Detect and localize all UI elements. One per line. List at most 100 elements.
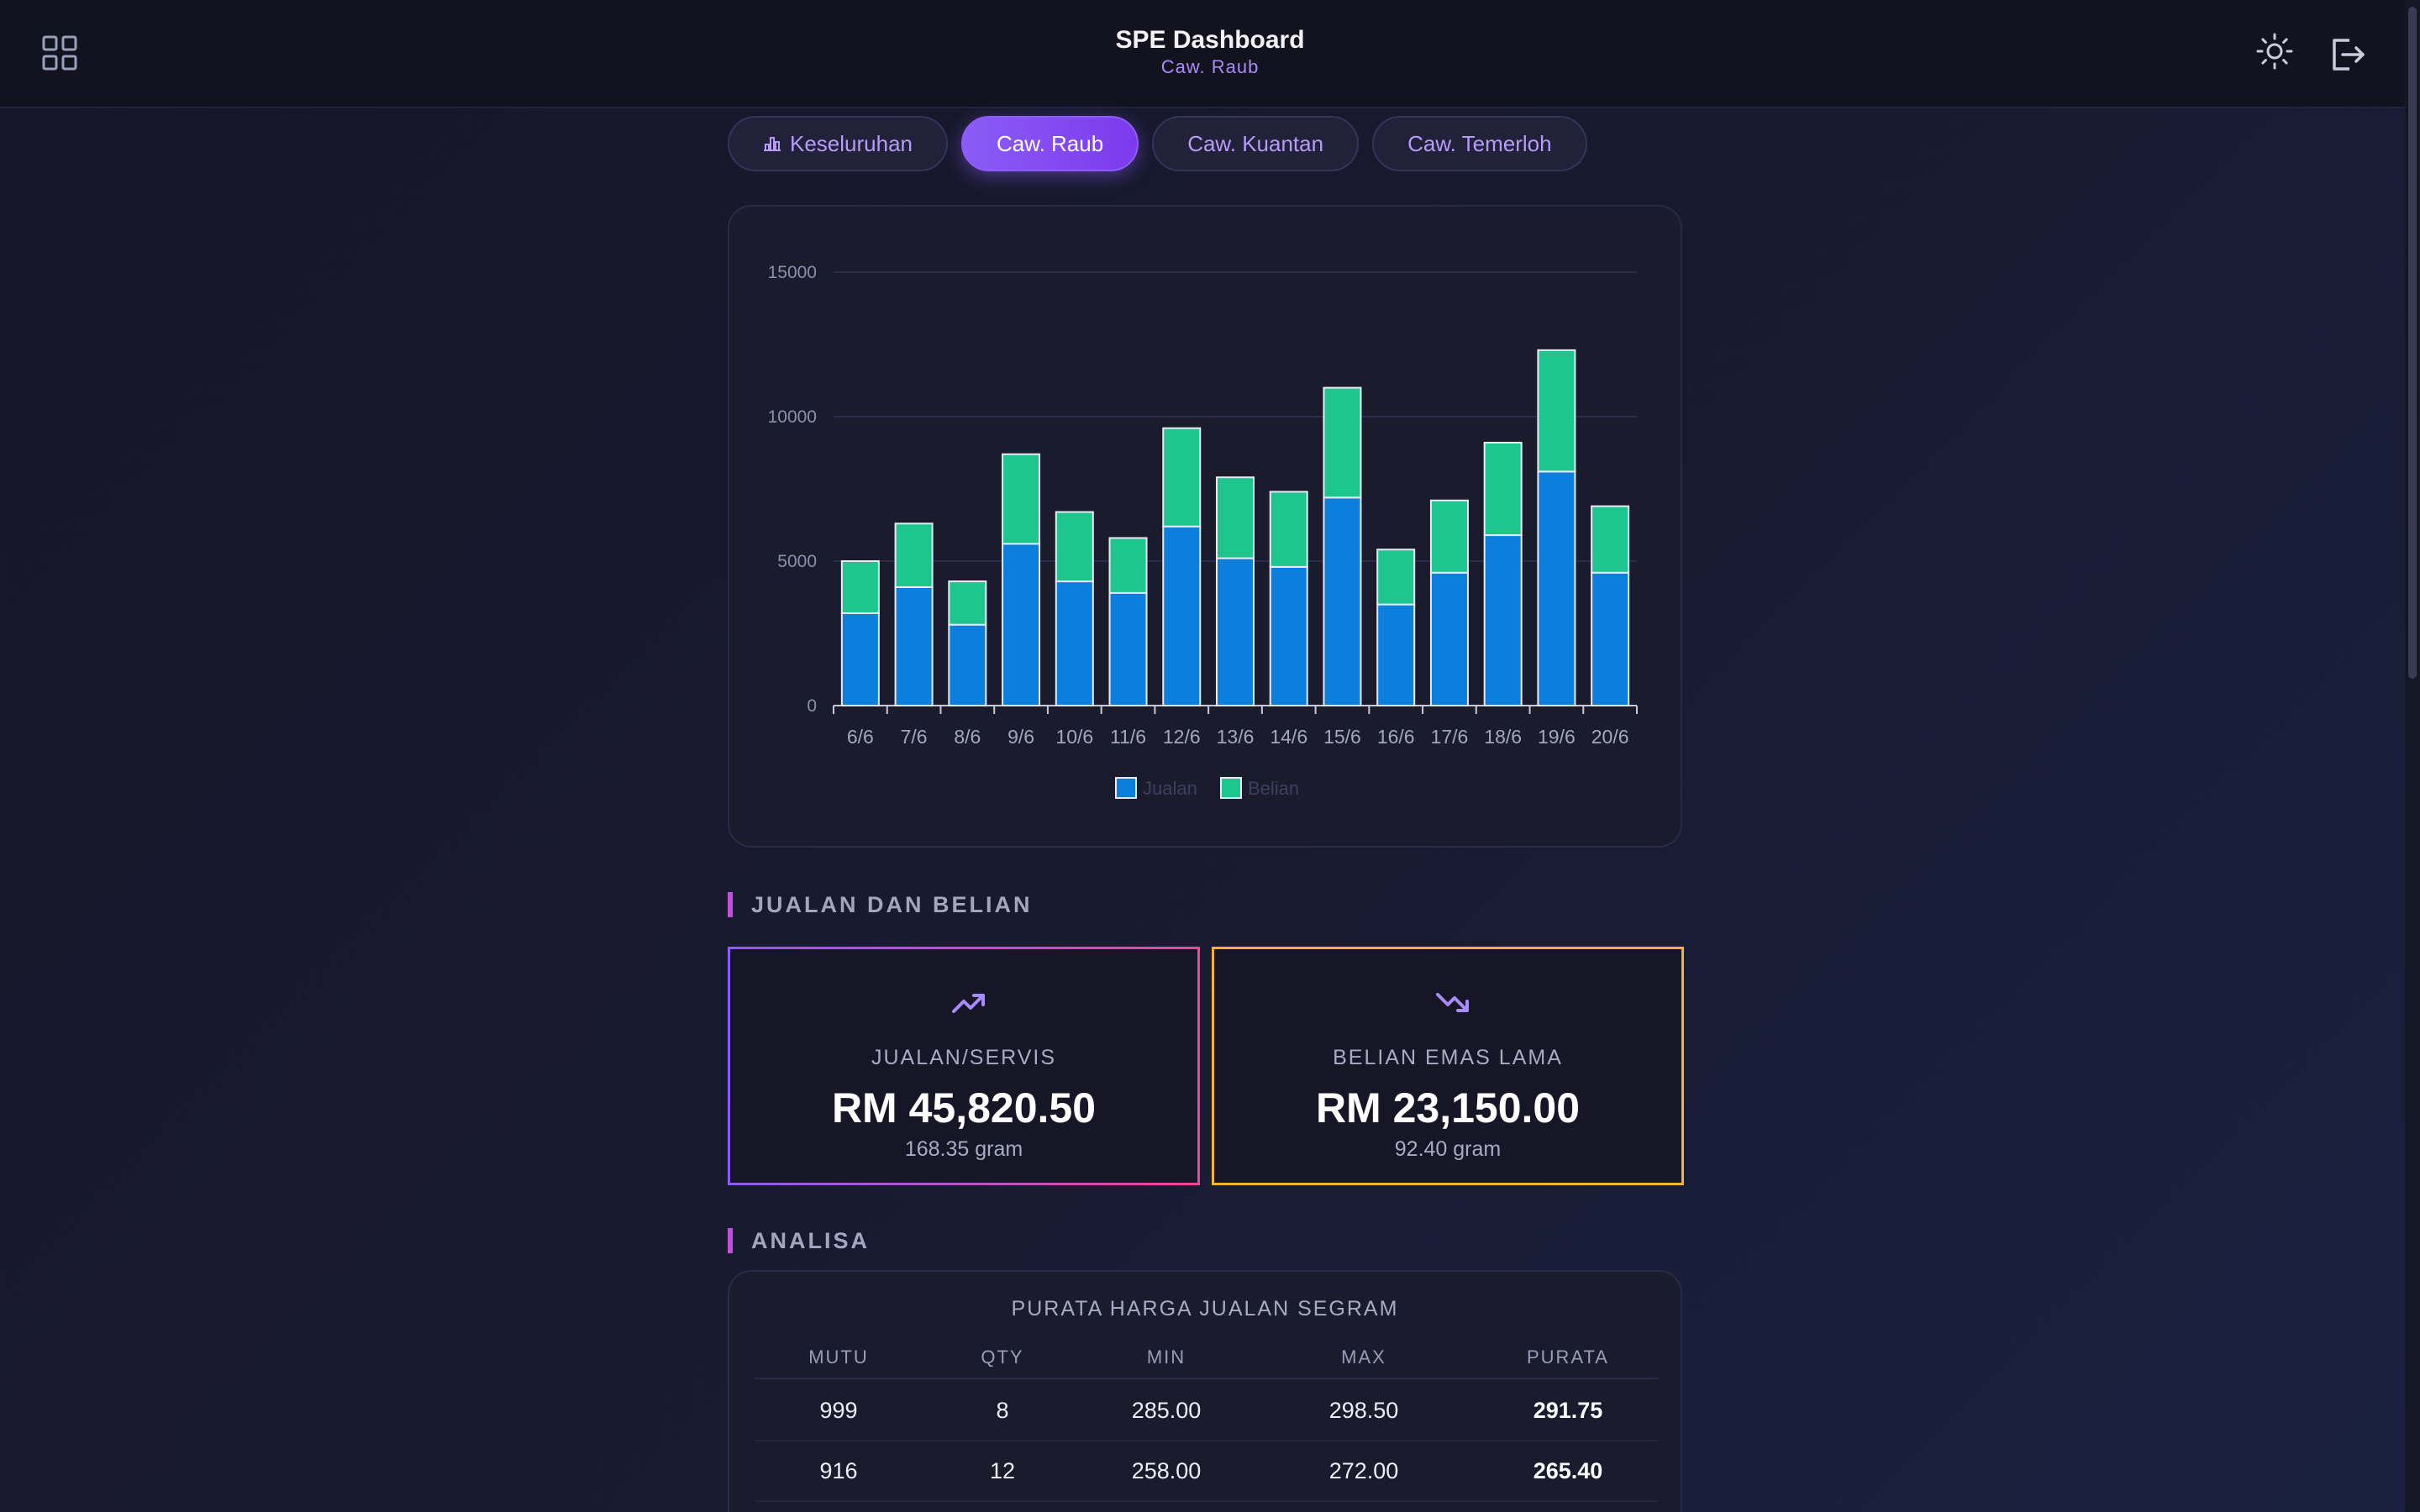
bar-segment-jualan [1162,525,1202,706]
section-title-analysis: ANALISA [728,1228,870,1253]
table-cell: 272.00 [1328,1457,1399,1483]
legend-label-jualan: Jualan [1143,778,1197,799]
bar-segment-jualan [1591,571,1630,707]
branch-tabs: Keseluruhan Caw. Raub Caw. Kuantan Caw. … [728,116,1587,173]
x-tick-label: 16/6 [1377,726,1415,748]
bar-segment-jualan [1269,565,1308,706]
bar-segment-belian [1108,537,1148,594]
bar-segment-jualan [1483,534,1523,707]
chart-card: 0 5000 10000 15000 6/6 7/6 8/6 9/6 10/6 11/6 12/6 1… [728,205,1682,848]
sales-stat-label: JUALAN/SERVIS [871,1046,1057,1069]
trending-down-icon [1436,993,1469,1012]
x-tick-label: 20/6 [1591,726,1629,748]
legend-swatch-belian [1220,777,1242,799]
table-cell: 285.00 [1131,1397,1202,1423]
x-tick-label: 6/6 [847,726,874,748]
table-cell: 999 [819,1397,858,1423]
bar-segment-jualan [894,585,934,706]
bar-segment-belian [948,580,987,626]
tab-label: Keseluruhan [790,130,913,156]
theme-toggle-sun-icon[interactable] [2255,32,2294,71]
tab-label: Caw. Kuantan [1187,130,1324,156]
scrollbar-thumb[interactable] [2408,7,2417,679]
app-title: SPE Dashboard [1115,26,1305,54]
y-tick-label: 10000 [768,407,817,427]
column-header: MUTU [808,1347,869,1368]
legend-swatch-jualan [1115,777,1137,799]
x-tick-label: 14/6 [1270,726,1307,748]
apps-grid-icon[interactable] [42,35,77,71]
sales-stat-value: RM 45,820.50 [831,1084,1097,1131]
column-header: MIN [1146,1347,1186,1368]
table-cell: 258.00 [1131,1457,1202,1483]
bar-segment-jualan [1216,557,1255,706]
analysis-card: PURATA HARGA JUALAN SEGRAM MUTU QTY MIN … [728,1270,1682,1512]
x-tick-label: 11/6 [1110,726,1146,748]
title-block: SPE Dashboard Caw. Raub [0,25,2420,79]
bar-segment-jualan [1376,603,1416,707]
y-tick-label: 0 [807,696,817,716]
buy-stat-card: BELIAN EMAS LAMA RM 23,150.00 92.40 gram [1212,947,1684,1185]
bar-segment-belian [1376,549,1416,606]
bar-segment-jualan [1323,496,1362,706]
bar-segment-belian [1162,427,1202,528]
x-tick-label: 7/6 [901,726,928,748]
sales-stat-card: JUALAN/SERVIS RM 45,820.50 168.35 gram [728,947,1200,1185]
app-subtitle: Caw. Raub [1160,56,1260,77]
legend-label-belian: Belian [1248,778,1299,799]
tab-keseluruhan[interactable]: Keseluruhan [728,116,948,171]
x-tick-label: 19/6 [1538,726,1576,748]
table-cell: 291.75 [1533,1397,1603,1423]
x-tick-label: 8/6 [954,726,981,748]
bar-segment-jualan [1108,591,1148,706]
bar-segment-belian [1323,386,1362,499]
logout-icon[interactable] [2329,35,2366,74]
bar-segment-jualan [1429,571,1469,707]
column-header: PURATA [1527,1347,1609,1368]
bar-segment-jualan [948,623,987,706]
bar-segment-belian [1591,505,1630,574]
y-tick-label: 15000 [768,263,817,282]
trending-up-icon [952,994,985,1013]
bar-segment-jualan [840,612,880,707]
bar-segment-belian [1216,476,1255,559]
table-row: 999 8 285.00 298.50 291.75 [755,1381,1659,1441]
tab-label: Caw. Temerloh [1407,130,1552,156]
y-tick-label: 5000 [777,552,817,571]
x-tick-label: 10/6 [1055,726,1093,748]
bar-segment-belian [1483,441,1523,537]
x-tick-label: 18/6 [1484,726,1522,748]
bar-segment-jualan [1055,580,1094,706]
app-header: SPE Dashboard Caw. Raub [0,0,2420,108]
x-tick-label: 13/6 [1217,726,1255,748]
tab-caw-temerloh[interactable]: Caw. Temerloh [1372,116,1587,171]
bar-segment-belian [1429,499,1469,574]
x-tick-label: 9/6 [1007,726,1034,748]
tab-label: Caw. Raub [997,130,1104,156]
bar-segment-belian [840,560,880,614]
table-row: 916 12 258.00 272.00 265.40 [755,1441,1659,1502]
bar-segment-jualan [1002,543,1041,706]
section-title-sales: JUALAN DAN BELIAN [728,892,1033,917]
tab-caw-raub[interactable]: Caw. Raub [961,116,1139,171]
bar-segment-belian [1002,453,1041,545]
buy-stat-label: BELIAN EMAS LAMA [1333,1046,1563,1069]
table-cell: 265.40 [1533,1457,1603,1483]
bar-segment-belian [1269,491,1308,568]
stacked-bar-chart: 0 5000 10000 15000 6/6 7/6 8/6 9/6 10/6 11/6 12/6 1… [768,263,1638,799]
bar-segment-jualan [1537,470,1576,706]
bar-chart-icon [764,137,781,151]
tab-caw-kuantan[interactable]: Caw. Kuantan [1152,116,1360,171]
table-cell: 298.50 [1328,1397,1399,1423]
table-title: PURATA HARGA JUALAN SEGRAM [1011,1297,1399,1320]
x-tick-label: 15/6 [1323,726,1361,748]
bar-segment-belian [1537,349,1576,473]
bar-segment-belian [1055,511,1094,583]
x-tick-label: 12/6 [1163,726,1201,748]
buy-stat-gram: 92.40 gram [1394,1137,1502,1161]
table-cell: 12 [989,1457,1016,1483]
table-header-row: MUTU QTY MIN MAX PURATA [755,1337,1659,1379]
column-header: MAX [1341,1347,1386,1368]
x-tick-label: 17/6 [1431,726,1469,748]
column-header: QTY [981,1347,1024,1368]
